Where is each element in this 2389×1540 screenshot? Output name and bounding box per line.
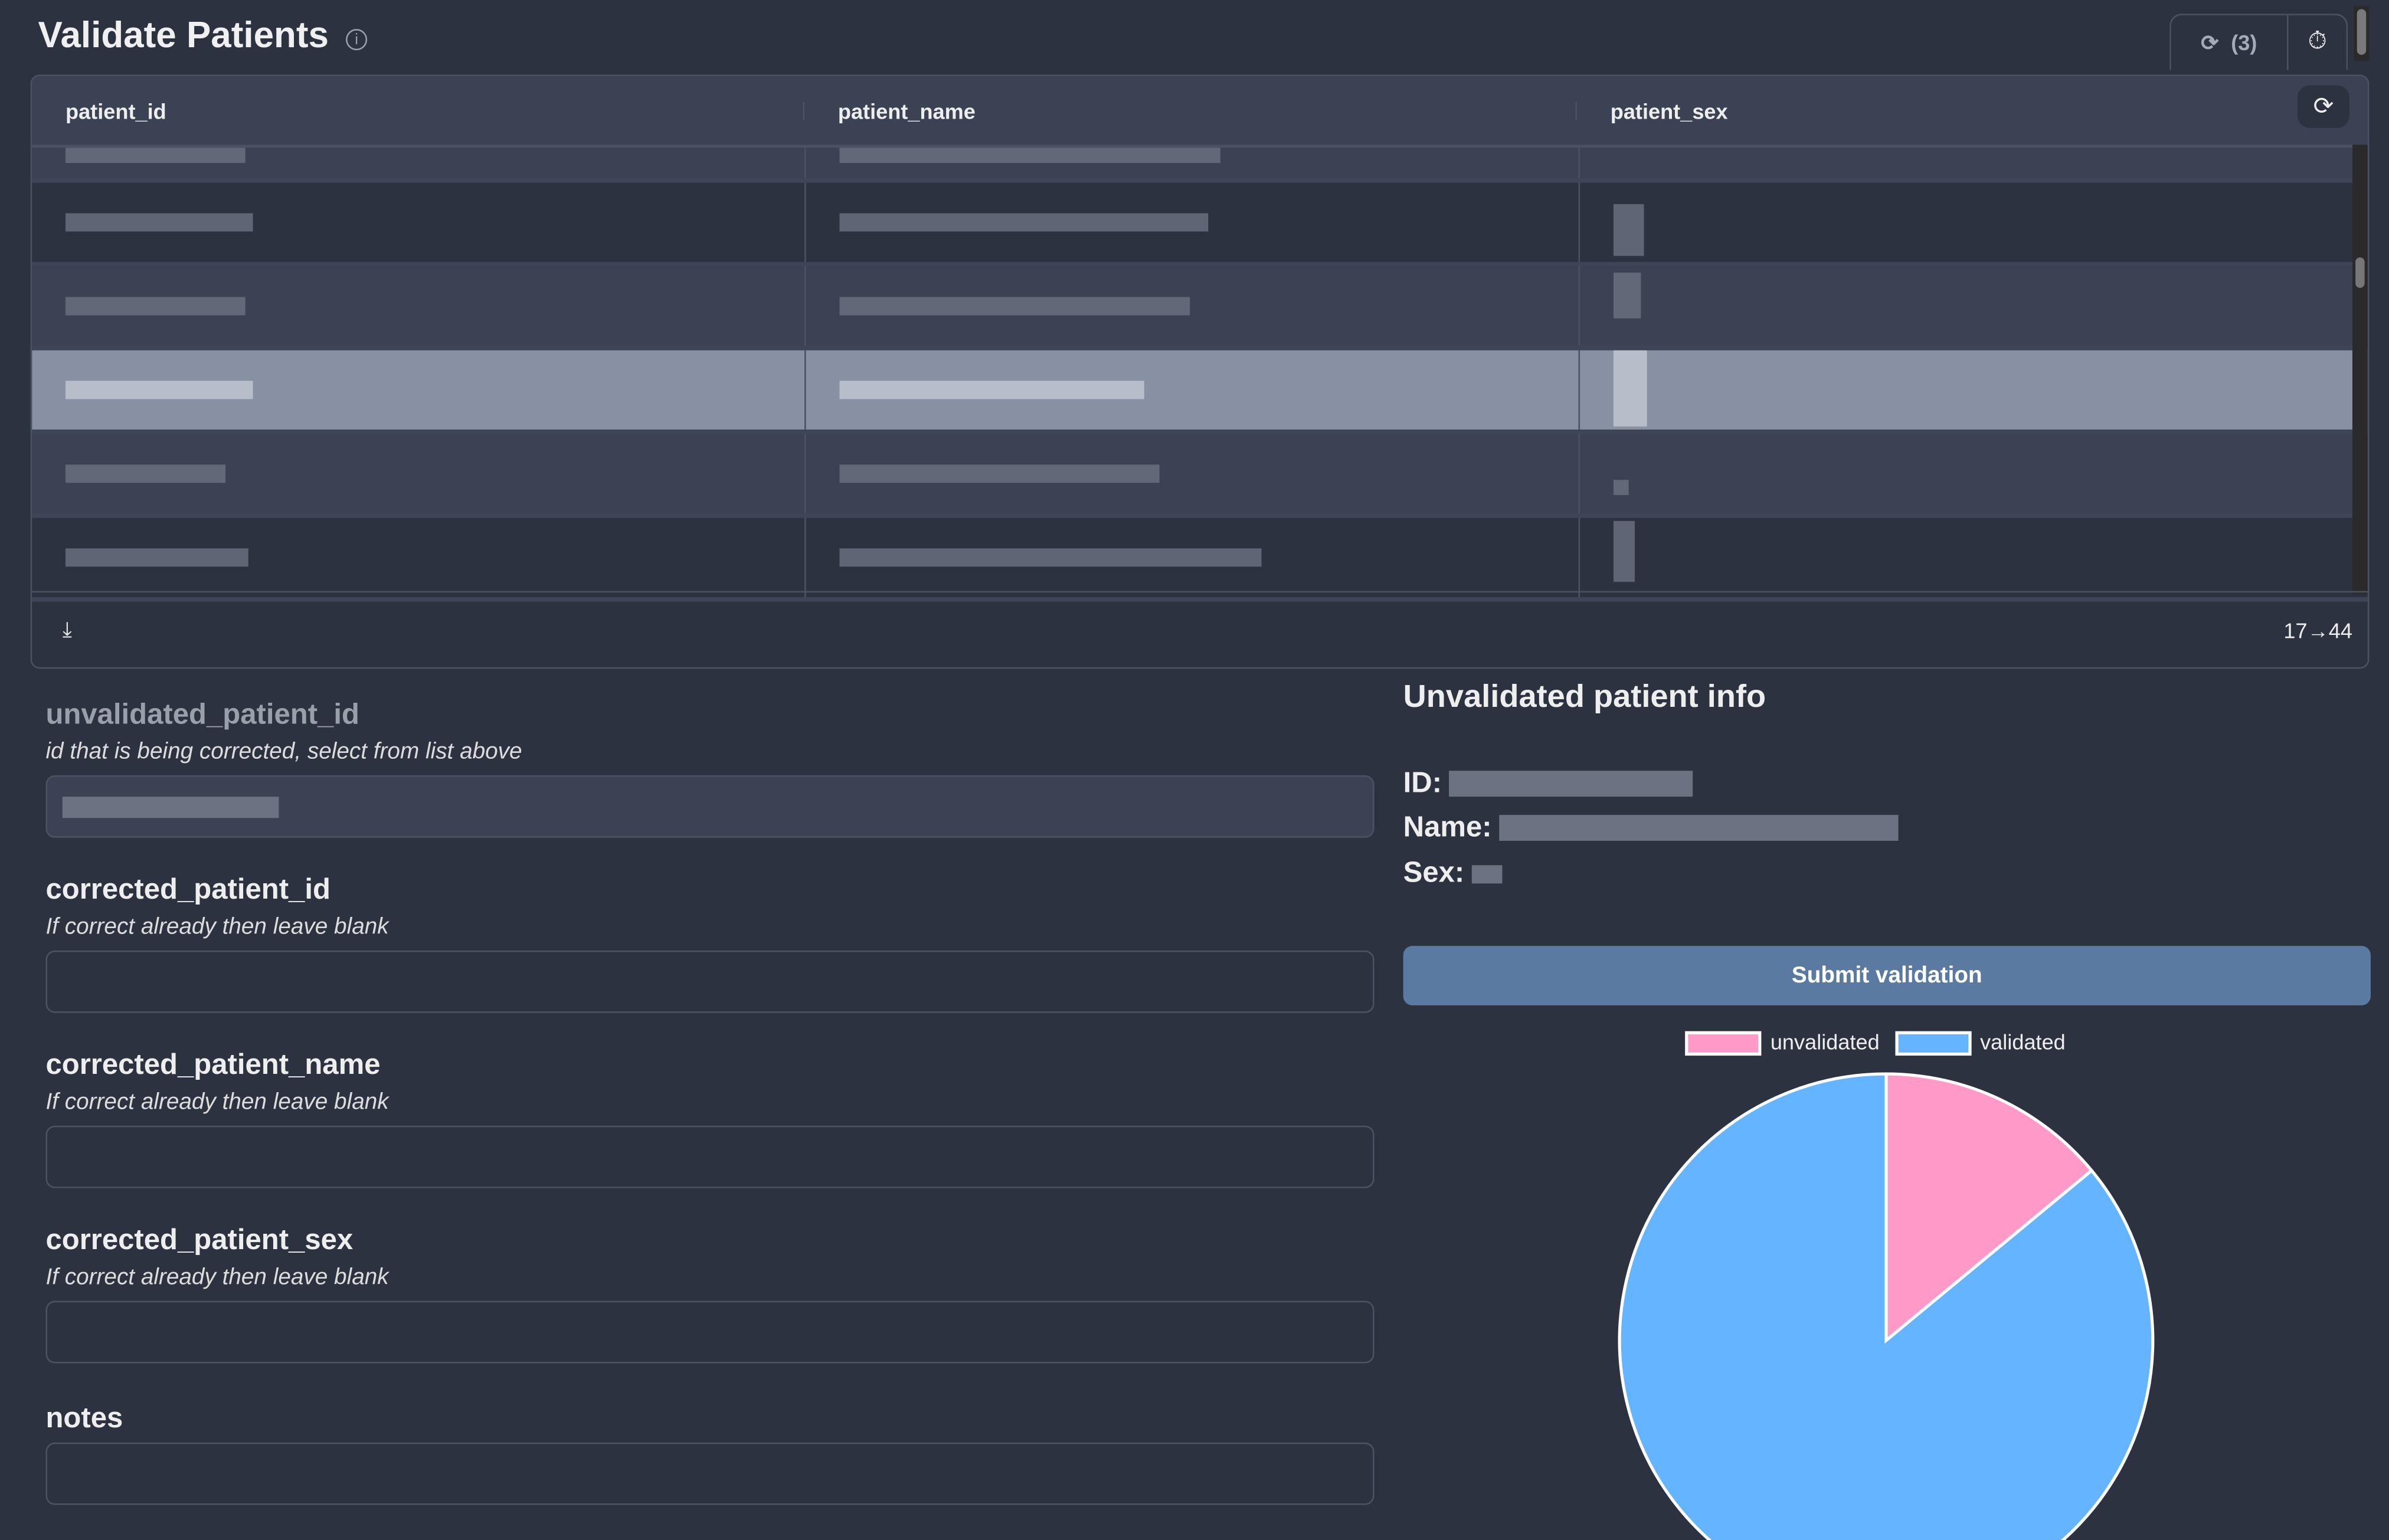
id-label: ID: [1403, 768, 1442, 800]
sex-label: Sex: [1403, 857, 1465, 890]
notes-input[interactable] [45, 1442, 1375, 1505]
legend-item[interactable]: validated [1894, 1030, 2066, 1056]
field-hint: If correct already then leave blank [45, 1264, 389, 1290]
legend-label: unvalidated [1770, 1030, 1880, 1054]
refresh-count: (3) [2231, 30, 2257, 55]
timer-icon: ⏱ [2308, 29, 2327, 55]
pie-slice-unvalidated[interactable] [1884, 1072, 2094, 1344]
table-footer: ⤓ 17→44 [32, 591, 2368, 667]
column-header[interactable]: patient_id [32, 100, 805, 121]
corrected-patient-id-input[interactable] [45, 950, 1375, 1013]
corrected-patient-sex-input[interactable] [45, 1300, 1375, 1364]
corrected-patient-name-input[interactable] [45, 1125, 1375, 1188]
timer-button[interactable]: ⏱ [2289, 15, 2347, 70]
table-refresh-button[interactable]: ⟳ [2298, 85, 2349, 128]
field-hint: If correct already then leave blank [45, 1089, 389, 1115]
refresh-icon: ⟳ [2201, 30, 2219, 54]
unvalidated-patient-id-input[interactable] [45, 775, 1375, 838]
table-header: patient_id patient_name patient_sex [32, 76, 2368, 148]
legend-item[interactable]: unvalidated [1685, 1030, 1880, 1056]
table-row-selected[interactable] [32, 350, 2368, 434]
download-icon[interactable]: ⤓ [62, 617, 72, 641]
pie-chart [1618, 1072, 2155, 1540]
column-header[interactable]: patient_sex [1610, 98, 1728, 123]
table-row[interactable] [32, 148, 2368, 183]
legend-label: validated [1980, 1030, 2066, 1054]
info-id: ID: [1403, 768, 1694, 801]
table-scrollbar[interactable] [2352, 145, 2368, 594]
refresh-icon: ⟳ [2313, 94, 2334, 120]
info-title: Unvalidated patient info [1403, 679, 1766, 715]
pagination-text: 17→44 [2283, 617, 2352, 643]
refresh-button[interactable]: ⟳ (3) [2171, 15, 2289, 70]
submit-validation-button[interactable]: Submit validation [1403, 946, 2371, 1005]
table-row[interactable] [32, 266, 2368, 350]
table-row[interactable] [32, 434, 2368, 518]
patients-table: patient_id patient_name patient_sex ⟳ ⤓ … [30, 74, 2370, 669]
info-icon[interactable]: i [346, 29, 368, 51]
field-hint: id that is being corrected, select from … [45, 739, 522, 765]
pie-slice-validated[interactable] [1618, 1072, 2155, 1540]
field-label: notes [45, 1403, 123, 1435]
field-label: corrected_patient_name [45, 1049, 381, 1082]
name-label: Name: [1403, 811, 1492, 844]
toolbar: ⟳ (3) ⏱ [2169, 14, 2348, 70]
field-label: corrected_patient_sex [45, 1224, 354, 1257]
page-title: Validate Patients [38, 15, 329, 57]
field-hint: If correct already then leave blank [45, 913, 389, 940]
info-name: Name: [1403, 812, 1899, 846]
page-scrollbar[interactable] [2354, 6, 2370, 61]
table-row[interactable] [32, 182, 2368, 267]
chart-legend: unvalidated validated [1685, 1030, 2066, 1056]
info-sex: Sex: [1403, 857, 1503, 891]
field-label: unvalidated_patient_id [45, 699, 359, 732]
column-header[interactable]: patient_name [804, 100, 1577, 121]
table-row[interactable] [32, 517, 2368, 602]
field-label: corrected_patient_id [45, 874, 330, 907]
